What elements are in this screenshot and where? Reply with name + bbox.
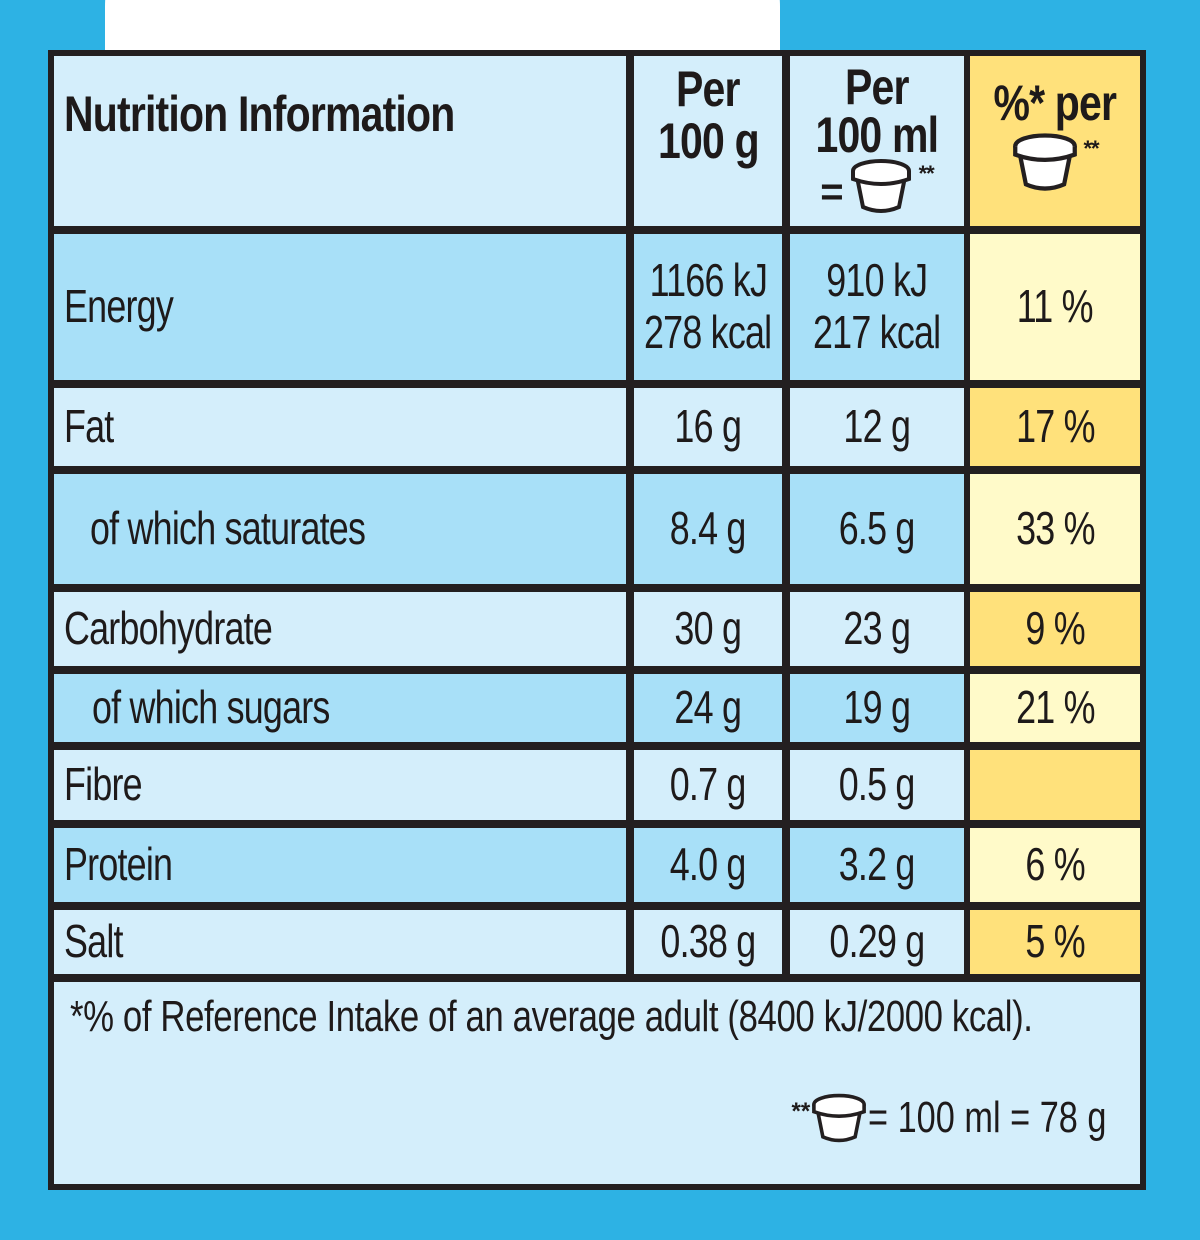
value: 4.0 g — [670, 838, 747, 891]
value-kj: 1166 kJ — [649, 254, 767, 307]
table-title: Nutrition Information — [64, 86, 455, 142]
nutrient-label: Carbohydrate — [64, 602, 273, 655]
value: 0.7 g — [670, 758, 747, 811]
row-fat-per100ml: 12 g — [790, 388, 964, 466]
nutrient-label: Protein — [64, 838, 173, 891]
nutrition-table: Nutrition Information Per 100 g Per 100 … — [48, 50, 1146, 1190]
row-energy-ri: 11 % — [970, 234, 1140, 380]
header-per-100g-line1: Per — [676, 61, 740, 117]
header-ri-line1: %* per — [993, 75, 1118, 131]
row-energy-per100ml: 910 kJ 217 kcal — [790, 234, 964, 380]
row-fibre-per100ml: 0.5 g — [790, 750, 964, 820]
row-protein-ri: 6 % — [970, 828, 1140, 902]
header-per-100ml-line2: 100 ml — [815, 106, 940, 163]
ri-value: 6 % — [1025, 838, 1085, 891]
row-carbohydrate-per100ml: 23 g — [790, 592, 964, 666]
ri-value: 21 % — [1015, 681, 1095, 734]
header-per-100g: Per 100 g — [634, 56, 782, 226]
value-kj: 910 kJ — [826, 254, 928, 307]
row-energy-per100g: 1166 kJ 278 kcal — [634, 234, 782, 380]
value: 0.5 g — [839, 758, 916, 811]
value: 0.29 g — [829, 915, 925, 968]
value: 19 g — [843, 681, 911, 734]
value: 6.5 g — [839, 502, 916, 555]
row-salt-label: Salt — [54, 910, 626, 974]
row-protein-label: Protein — [54, 828, 626, 902]
value: 30 g — [674, 602, 742, 655]
row-saturates-ri: 33 % — [970, 474, 1140, 584]
row-fibre-per100g: 0.7 g — [634, 750, 782, 820]
nutrient-label: Salt — [64, 915, 123, 968]
double-asterisk: ** — [1083, 136, 1099, 161]
header-ri-per-serving: %* per ** — [970, 56, 1140, 226]
value: 24 g — [674, 681, 742, 734]
ri-value: 11 % — [1016, 280, 1094, 333]
row-carbohydrate-per100g: 30 g — [634, 592, 782, 666]
row-salt-ri: 5 % — [970, 910, 1140, 974]
value: 3.2 g — [839, 838, 916, 891]
table-title-cell: Nutrition Information — [54, 56, 626, 226]
row-protein-per100ml: 3.2 g — [790, 828, 964, 902]
nutrient-label: Fat — [64, 400, 114, 453]
value-kcal: 278 kcal — [644, 306, 772, 358]
row-sugars-ri: 21 % — [970, 674, 1140, 742]
row-energy-label: Energy — [54, 234, 626, 380]
reference-intake-note: *% of Reference Intake of an average adu… — [70, 992, 1033, 1041]
row-protein-per100g: 4.0 g — [634, 828, 782, 902]
value: 16 g — [674, 400, 742, 453]
ri-value: 17 % — [1015, 400, 1095, 453]
serving-size-note: ** = 100 ml = 78 g — [792, 1092, 1114, 1144]
nutrient-label: Energy — [64, 280, 174, 333]
double-asterisk: ** — [791, 1098, 811, 1125]
value: 0.38 g — [660, 915, 756, 968]
header-per-100g-line2: 100 g — [657, 113, 760, 169]
row-fibre-label: Fibre — [54, 750, 626, 820]
ri-value: 5 % — [1025, 915, 1085, 968]
row-salt-per100g: 0.38 g — [634, 910, 782, 974]
value: 23 g — [843, 602, 911, 655]
ri-value: 9 % — [1025, 602, 1085, 655]
ice-cream-tub-icon — [1013, 133, 1078, 191]
ri-value: 33 % — [1015, 502, 1095, 555]
row-sugars-per100ml: 19 g — [790, 674, 964, 742]
serving-size-text: = 100 ml = 78 g — [868, 1093, 1107, 1142]
ice-cream-tub-icon — [812, 1093, 867, 1143]
ice-cream-tub-icon — [850, 159, 911, 213]
header-per-100ml-line1: Per — [845, 59, 909, 115]
row-fat-ri: 17 % — [970, 388, 1140, 466]
nutrient-label: of which saturates — [90, 502, 366, 555]
table-footer: *% of Reference Intake of an average adu… — [54, 982, 1140, 1184]
row-saturates-per100g: 8.4 g — [634, 474, 782, 584]
nutrient-label: of which sugars — [92, 681, 330, 734]
row-fibre-ri — [970, 750, 1140, 820]
row-carbohydrate-label: Carbohydrate — [54, 592, 626, 666]
row-salt-per100ml: 0.29 g — [790, 910, 964, 974]
row-fat-per100g: 16 g — [634, 388, 782, 466]
value-kcal: 217 kcal — [813, 306, 941, 358]
row-saturates-label: of which saturates — [54, 474, 626, 584]
equals-sign: = — [820, 170, 843, 214]
row-sugars-label: of which sugars — [54, 674, 626, 742]
double-asterisk: ** — [918, 161, 935, 186]
nutrient-label: Fibre — [64, 758, 143, 811]
header-per-100ml: Per 100 ml = ** — [790, 56, 964, 226]
row-carbohydrate-ri: 9 % — [970, 592, 1140, 666]
value: 8.4 g — [670, 502, 747, 555]
value: 12 g — [843, 400, 911, 453]
row-saturates-per100ml: 6.5 g — [790, 474, 964, 584]
row-sugars-per100g: 24 g — [634, 674, 782, 742]
row-fat-label: Fat — [54, 388, 626, 466]
